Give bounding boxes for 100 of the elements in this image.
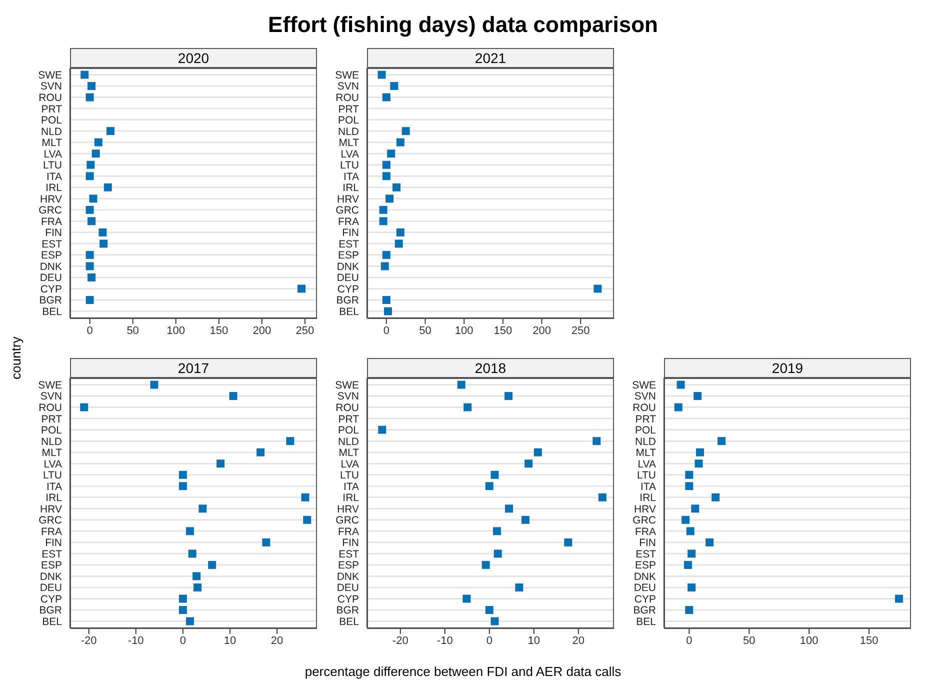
y-tick-label: SWE (38, 379, 62, 392)
x-axis-title: percentage difference between FDI and AER data calls (304, 664, 622, 679)
point (592, 437, 601, 446)
y-tick-label: POL (338, 114, 360, 127)
point (462, 594, 471, 603)
point (534, 448, 542, 456)
point (379, 206, 388, 214)
point (92, 150, 100, 158)
y-tick-label: BGR (633, 604, 656, 617)
y-tick-label: SVN (337, 390, 359, 403)
y-tick-label: FRA (338, 526, 359, 538)
point (390, 82, 398, 90)
point (684, 560, 692, 569)
x-tick-label: 250 (571, 324, 590, 337)
y-tick-label: EST (338, 548, 360, 560)
point (86, 250, 94, 259)
y-tick-label: NLD (634, 436, 656, 448)
y-axis-title: country (8, 336, 24, 380)
point (86, 296, 94, 304)
y-tick-label: BEL (339, 306, 360, 318)
point (178, 470, 187, 479)
point (485, 482, 494, 490)
point (392, 183, 401, 192)
x-tick-label: 50 (419, 324, 432, 337)
point (80, 403, 88, 412)
point (504, 392, 513, 400)
y-tick-label: PRT (338, 413, 360, 426)
y-tick-label: ITA (46, 170, 62, 183)
y-tick-label: PRT (635, 413, 657, 426)
point (598, 493, 606, 502)
y-tick-label: SVN (40, 390, 62, 403)
point (688, 583, 696, 592)
y-tick-label: BEL (636, 616, 656, 628)
point (86, 206, 94, 214)
point (301, 493, 310, 502)
point (524, 460, 533, 468)
chart-title: 2018 (367, 358, 614, 378)
y-tick-label: FIN (342, 537, 359, 550)
y-tick-label: LVA (340, 458, 359, 470)
point (89, 194, 98, 203)
point (216, 460, 225, 468)
point (694, 460, 703, 468)
y-tick-label: ITA (343, 480, 359, 493)
point (382, 172, 390, 180)
y-tick-label: DNK (634, 570, 656, 583)
point (186, 527, 194, 536)
y-tick-label: MLT (42, 137, 63, 150)
x-tick-label: 50 (126, 324, 139, 337)
y-tick-label: BGR (336, 604, 360, 617)
point (178, 482, 187, 490)
y-tick-label: EST (636, 548, 657, 560)
y-tick-label: BEL (42, 306, 62, 318)
point (86, 262, 94, 270)
y-tick-label: DEU (40, 272, 62, 284)
y-tick-label: EST (338, 238, 360, 250)
y-tick-label: ESP (40, 250, 62, 262)
point (88, 273, 96, 282)
y-tick-label: MLT (636, 447, 657, 460)
point (382, 250, 390, 259)
point (88, 217, 96, 226)
point (706, 538, 714, 546)
y-tick-label: BGR (39, 294, 62, 307)
x-tick-label: 100 (454, 324, 474, 337)
y-tick-label: DNK (40, 570, 62, 583)
y-tick-label: FIN (45, 537, 62, 550)
point (594, 284, 602, 293)
point (464, 403, 472, 412)
y-tick-label: LTU (636, 470, 656, 482)
y-tick-label: ROU (336, 92, 359, 104)
y-tick-label: FRA (338, 216, 359, 228)
y-tick-label: ESP (40, 560, 62, 572)
chart-title: 2019 (664, 358, 911, 378)
point (490, 470, 499, 479)
point (515, 583, 524, 592)
y-tick-label: IRL (46, 492, 62, 504)
point (88, 82, 96, 90)
y-tick-label: BEL (339, 616, 360, 628)
point (382, 296, 390, 304)
y-tick-label: NLD (40, 126, 62, 138)
point (303, 516, 312, 524)
y-tick-label: HRV (40, 503, 62, 516)
y-tick-label: DNK (40, 260, 62, 273)
y-tick-label: GRC (336, 204, 360, 217)
y-tick-label: GRC (632, 514, 656, 527)
point (86, 93, 94, 102)
x-tick-label: 100 (166, 324, 186, 337)
x-tick-label: -10 (436, 634, 453, 647)
point (378, 70, 386, 79)
x-tick-label: -20 (80, 634, 97, 647)
y-tick-label: MLT (338, 447, 360, 460)
y-tick-label: FIN (639, 537, 656, 550)
y-tick-label: DEU (336, 582, 359, 594)
y-tick-label: GRC (336, 514, 360, 527)
y-tick-label: FRA (41, 526, 62, 538)
point (86, 160, 95, 169)
y-tick-label: SWE (335, 69, 359, 82)
y-tick-label: NLD (338, 126, 360, 138)
point (686, 527, 694, 536)
point (198, 504, 207, 513)
x-tick-label: 150 (494, 324, 512, 337)
